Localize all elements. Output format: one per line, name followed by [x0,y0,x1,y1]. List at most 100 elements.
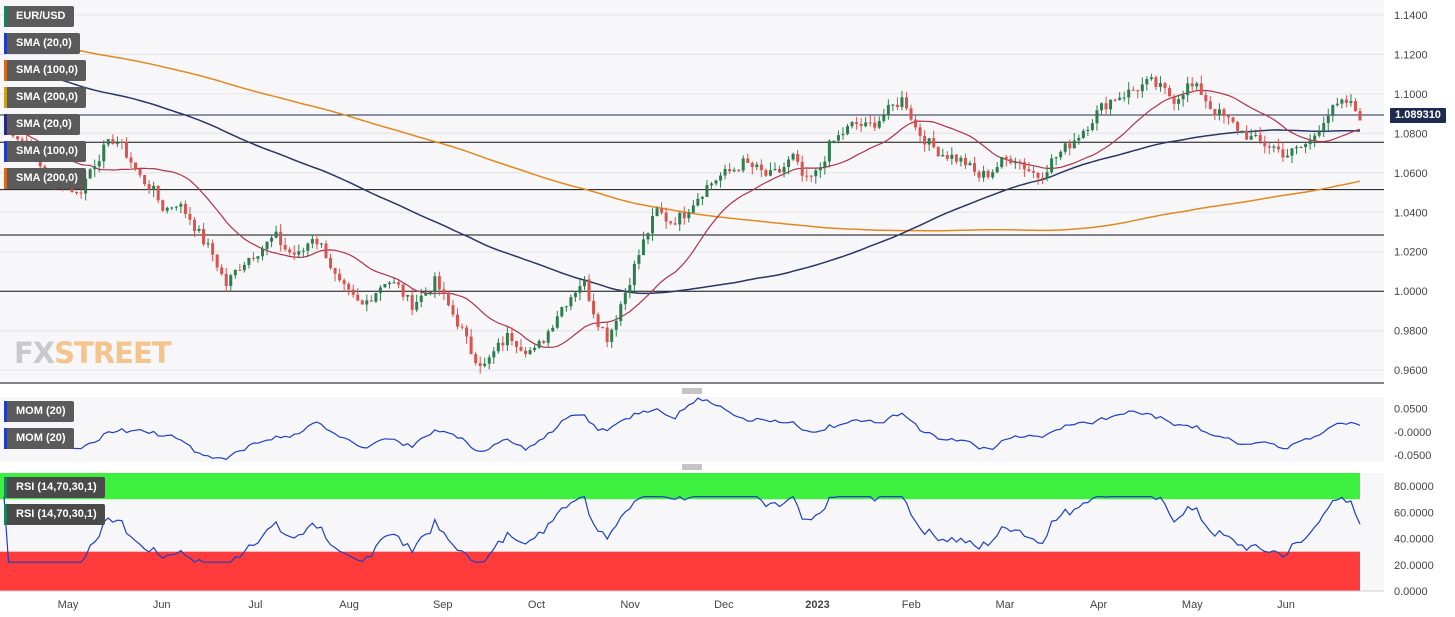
candle-body [800,161,804,176]
candle-body [1050,158,1054,173]
legend-tag-sma200-b[interactable]: SMA (200,0) [4,168,86,189]
candle-body [474,354,478,364]
candle-body [401,284,405,297]
legend-tag-mom-b[interactable]: MOM (20) [4,428,74,449]
y-tick-label: 0.0500 [1394,404,1428,416]
sma20-line [3,89,1361,348]
candle-body [900,97,904,108]
candle-body [904,97,908,109]
candle-body [714,180,718,184]
candle-body [687,212,691,219]
candle-body [582,279,586,287]
candle-body [319,243,323,245]
candle-body [1317,131,1321,136]
candle-body [1095,110,1099,124]
last-price-badge: 1.089310 [1390,108,1446,123]
candle-body [1068,143,1072,149]
candle-body [1340,99,1344,104]
pane-splitter-2[interactable] [682,464,702,470]
candle-body [274,231,278,238]
y-tick-label: 1.0400 [1394,207,1428,219]
candle-body [723,168,727,176]
candle-body [827,140,831,162]
legend-tag-sma20-b[interactable]: SMA (20,0) [4,114,80,135]
candle-body [696,198,700,206]
sma200-path [3,34,1361,232]
candle-body [1236,121,1240,131]
candle-body [1104,103,1108,110]
candle-body [1131,89,1135,91]
legend-color-bar [4,6,7,27]
candle-body [1204,94,1208,102]
legend-tag-mom[interactable]: MOM (20) [4,401,74,422]
legend-tag-sma20[interactable]: SMA (20,0) [4,33,80,54]
candle-body [1304,144,1308,148]
legend-tag-symbol[interactable]: EUR/USD [4,6,74,27]
candle-body [406,295,410,297]
candle-body [855,122,859,125]
y-tick-label: 1.0000 [1394,286,1428,298]
candle-body [351,289,355,295]
candle-body [1000,157,1004,168]
candle-body [918,127,922,136]
candle-body [188,214,192,220]
candle-body [1290,148,1294,156]
candle-body [365,300,369,305]
candle-body [1344,99,1348,103]
candle-body [1027,169,1031,172]
y-tick-label: 0.9600 [1394,365,1428,377]
candle-body [220,267,224,274]
candle-body [510,333,514,341]
candle-body [1009,158,1013,164]
pane-splitter-1[interactable] [682,388,702,394]
candle-body [850,122,854,127]
legend-label: MOM (20) [16,432,66,444]
candle-body [356,294,360,301]
candle-body [791,153,795,160]
candle-body [410,295,414,310]
legend-label: RSI (14,70,30,1) [16,481,97,493]
candle-body [809,175,813,177]
y-tick-label: 1.1000 [1394,89,1428,101]
legend-tag-sma200[interactable]: SMA (200,0) [4,87,86,108]
candle-body [524,350,528,354]
candle-body [782,167,786,173]
candle-body [306,243,310,251]
candle-body [1295,147,1299,149]
candle-body [886,104,890,116]
candle-body [637,255,641,264]
candle-body [528,350,532,354]
candle-body [1081,130,1085,138]
candle-body [1217,109,1221,116]
candle-body [265,241,269,250]
candle-body [864,122,868,127]
candle-body [288,249,292,253]
candle-body [750,162,754,168]
fxstreet-logo: FXSTREET [14,336,172,370]
candle-body [397,282,401,285]
legend-label: SMA (100,0) [16,145,78,157]
candle-body [968,163,972,166]
candle-body [1054,157,1058,159]
candle-body [75,192,79,194]
legend-tag-sma100[interactable]: SMA (100,0) [4,60,86,81]
candle-body [437,276,441,290]
legend-color-bar [4,168,7,189]
legend-tag-sma100-b[interactable]: SMA (100,0) [4,141,86,162]
candle-body [247,257,251,265]
candle-body [737,169,741,171]
legend-tag-rsi[interactable]: RSI (14,70,30,1) [4,477,105,498]
candle-body [215,254,219,268]
legend-label: SMA (20,0) [16,37,72,49]
candle-body [179,203,183,207]
candle-body [460,326,464,328]
rsi-oversold-zone [0,551,1360,591]
candle-body [97,161,101,167]
candle-body [1231,117,1235,122]
candle-body [1285,155,1289,158]
legend-tag-rsi-b[interactable]: RSI (14,70,30,1) [4,504,105,525]
candle-body [433,276,437,292]
candle-body [673,223,677,225]
y-tick-label: 1.0600 [1394,168,1428,180]
mom-pane-bg [0,397,1384,462]
